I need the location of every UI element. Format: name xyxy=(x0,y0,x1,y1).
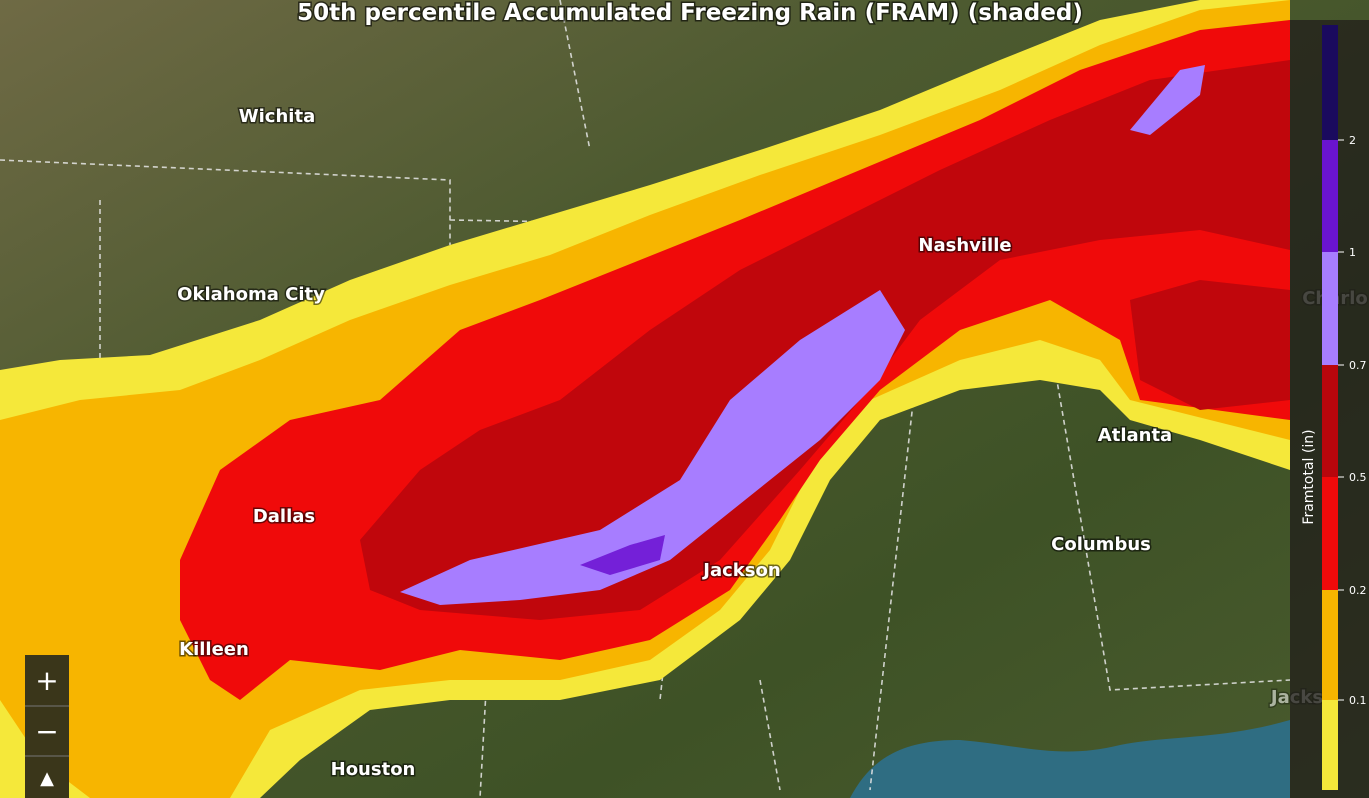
colorbar-band xyxy=(1322,140,1338,252)
city-label: Wichita xyxy=(239,106,315,127)
zoom-in[interactable]: + xyxy=(35,664,58,697)
zoom-out[interactable]: − xyxy=(35,715,58,748)
colorbar-band xyxy=(1322,590,1338,700)
shading xyxy=(0,0,1290,798)
colorbar-band xyxy=(1322,252,1338,365)
city-label: Nashville xyxy=(918,235,1011,256)
zoom-control xyxy=(25,655,69,798)
colorbar-label: 0.1 xyxy=(1349,694,1367,707)
colorbar: 0.1 0.2 0.5 0.7 1 2 xyxy=(1322,25,1367,790)
gulf xyxy=(850,720,1290,798)
colorbar-band xyxy=(1322,700,1338,790)
colorbar-band xyxy=(1322,25,1338,140)
city-label: Killeen xyxy=(179,639,249,660)
colorbar-label: 2 xyxy=(1349,134,1356,147)
city-label: Columbus xyxy=(1051,534,1151,555)
colorbar-label: 0.5 xyxy=(1349,471,1367,484)
colorbar-label: 0.2 xyxy=(1349,584,1367,597)
tilt[interactable]: ▲ xyxy=(40,768,54,789)
map-title: 50th percentile Accumulated Freezing Rai… xyxy=(297,0,1083,26)
city-label: Houston xyxy=(331,759,416,780)
city-label: Jackson xyxy=(701,560,780,581)
colorbar-band xyxy=(1322,477,1338,590)
colorbar-band xyxy=(1322,365,1338,477)
colorbar-label: 0.7 xyxy=(1349,359,1367,372)
city-label: Atlanta xyxy=(1098,425,1172,446)
colorbar-title: Framtotal (in) xyxy=(1301,429,1317,524)
city-label: Dallas xyxy=(253,506,315,527)
city-label: Oklahoma City xyxy=(177,284,325,305)
colorbar-label: 1 xyxy=(1349,246,1356,259)
